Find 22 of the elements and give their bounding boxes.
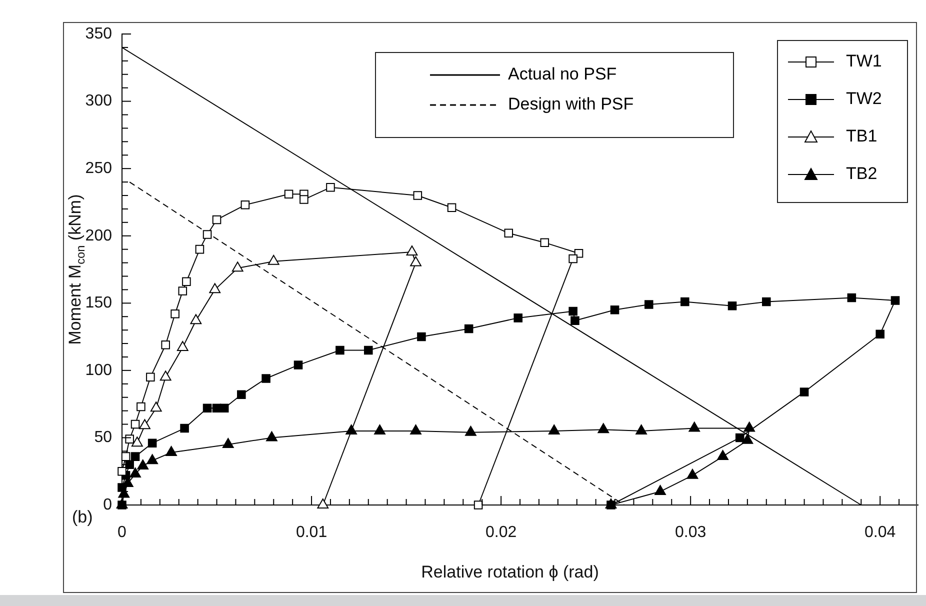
legend-label: TW2 [846,89,882,108]
y-tick-label: 250 [85,160,112,177]
text: (b) [72,508,93,527]
x-axis-title: Relative rotation ϕ (rad) [421,562,599,582]
legend-label: TW1 [846,52,882,71]
y-tick-label: 150 [85,294,112,312]
y-tick-label: 200 [85,227,112,244]
x-tick-label: 0.03 [675,524,706,542]
legend-label: Actual no PSF [508,64,617,84]
legend-label: Design with PSF [508,94,634,114]
x-tick-label: 0.04 [864,524,896,542]
y-tick-label: 350 [85,25,112,42]
x-tick-label: 0 [118,524,127,542]
x-tick-label: 0.02 [485,524,517,542]
y-tick-label: 0 [103,496,112,514]
y-tick-label: 50 [94,429,112,446]
legend-label: TB1 [846,126,878,146]
y-axis-title: Moment Mcon (kNm) [66,194,88,345]
y-tick-label: 300 [85,92,112,110]
x-tick-label: 0.01 [296,524,328,542]
legend-label: TB2 [846,164,878,184]
y-tick-label: 100 [85,362,112,379]
